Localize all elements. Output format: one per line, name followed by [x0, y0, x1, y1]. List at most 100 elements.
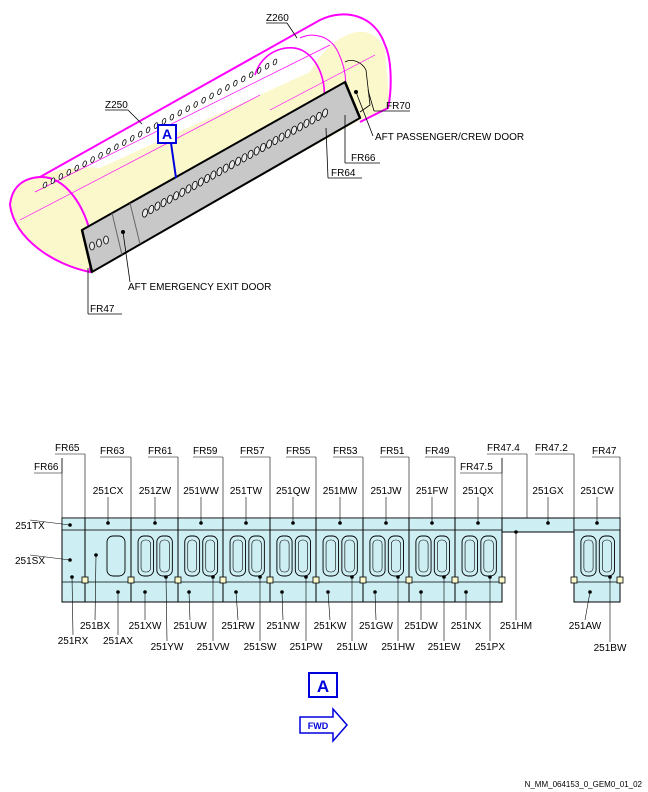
frame-label: FR49: [425, 446, 450, 457]
fuselage-window: [98, 152, 103, 159]
fuselage-window: [66, 169, 72, 176]
panel-label: 251BX: [80, 621, 110, 632]
fwd-arrow-label: FWD: [308, 721, 329, 731]
window-cutout: [202, 535, 219, 577]
door-strip-window: [210, 170, 217, 180]
window-cutout: [137, 535, 155, 577]
door-strip-window: [303, 118, 310, 128]
panel-label: 251VW: [197, 642, 230, 653]
frame-label: FR51: [380, 446, 405, 457]
window-cutout: [341, 535, 358, 577]
panel-label: 251UW: [173, 621, 207, 632]
panel-layout-view: FR66 FR65 FR63 FR61 FR59 FR57 FR55 FR53 FR51 FR49…: [15, 443, 627, 743]
panel-label: 251NW: [266, 621, 300, 632]
panel-label: 251RW: [221, 621, 255, 632]
panel-label: 251ZW: [139, 486, 172, 497]
panel-label: 251PW: [290, 642, 323, 653]
fuselage-end-right: [359, 44, 392, 123]
panel-label: 251AW: [569, 621, 602, 632]
fuselage-window: [209, 92, 214, 100]
fuselage-window: [50, 177, 56, 185]
door-strip-window: [179, 187, 186, 197]
frame-label: FR66: [34, 462, 59, 473]
panel-label: 251GX: [532, 486, 563, 497]
frame-label: FR61: [148, 446, 173, 457]
aft-passenger-door: [344, 60, 371, 113]
panel-label: 251GW: [359, 621, 393, 632]
panel-label: 251TX: [15, 521, 45, 532]
exit-door-window: [89, 241, 95, 251]
label-aft-passenger-crew-door: AFT PASSENGER/CREW DOOR: [375, 132, 524, 143]
panel-label: 251EW: [428, 642, 461, 653]
panel-label: 251LW: [337, 642, 369, 653]
panel-label: 251CW: [580, 486, 614, 497]
fuselage-window: [272, 58, 278, 66]
fuselage-window: [264, 62, 270, 70]
fuselage-window: [201, 96, 206, 104]
label-fr47: FR47: [90, 304, 115, 315]
fuselage-window: [241, 75, 246, 83]
panel-connector: [501, 517, 575, 533]
frame-label: FR47.2: [535, 443, 568, 454]
panel-label: 251HM: [500, 621, 532, 632]
panel-label: 251HW: [381, 642, 415, 653]
window-cutout: [276, 535, 293, 577]
door-strip-window: [315, 111, 322, 121]
fuselage-window: [225, 84, 230, 91]
panel-label: 251MW: [323, 486, 358, 497]
door-strip-window: [235, 156, 242, 166]
window-cutout: [294, 535, 311, 577]
panel-top-strip: [61, 517, 503, 531]
label-fr70: FR70: [386, 101, 411, 112]
window-cutout: [184, 535, 201, 577]
fuselage-window: [122, 139, 127, 146]
panel-labels: 251CX 251ZW 251WW 251TW 251QW 251MW 251JW 251FW…: [15, 486, 627, 654]
panel-label: 251CX: [93, 486, 124, 497]
panel-window-cutouts: [106, 535, 615, 577]
frame-fitting: [127, 576, 135, 584]
window-cutout: [369, 535, 386, 577]
view-a-marker-label-bottom: A: [317, 677, 329, 696]
upper-window-row: [42, 58, 278, 189]
door-strip-window: [266, 139, 273, 149]
window-cutout: [598, 535, 615, 577]
fuselage-window: [177, 109, 183, 117]
door-strip-window: [284, 129, 291, 139]
exit-door-window: [103, 235, 109, 245]
door-strip-window: [216, 167, 223, 177]
window-cutout: [229, 535, 247, 577]
panel-label: 251DW: [404, 621, 438, 632]
panel-label: 251FW: [416, 486, 449, 497]
panel-label: 251BW: [594, 643, 627, 654]
window-cutout: [580, 535, 597, 577]
panel-label: 251YW: [151, 642, 184, 653]
frame-fitting: [266, 576, 274, 584]
window-cutout: [322, 535, 340, 577]
fuselage-window: [169, 113, 175, 121]
door-strip-window: [166, 194, 173, 204]
door-strip-window: [247, 149, 254, 159]
fuselage-window: [161, 118, 167, 125]
frame-fitting: [81, 576, 89, 584]
fuselage-window: [130, 135, 135, 142]
fuselage-window: [256, 67, 262, 74]
panel-label: 251TW: [230, 486, 263, 497]
view-a-marker-box: [157, 124, 177, 144]
door-strip-window: [154, 201, 161, 211]
door-strip-window: [309, 115, 316, 125]
panel-label: 251JW: [370, 486, 402, 497]
panel-label: 251SX: [15, 556, 45, 567]
frame-label: FR59: [193, 446, 218, 457]
window-cutout: [461, 535, 479, 577]
panel-label: 251KW: [314, 621, 347, 632]
fuselage-window: [137, 130, 143, 138]
frame-fitting: [219, 576, 227, 584]
view-a-marker-box-bottom: [308, 672, 338, 698]
door-strip-window: [173, 191, 179, 201]
frame-label: FR65: [55, 443, 80, 454]
label-fr66: FR66: [351, 153, 376, 164]
fuselage-window: [185, 105, 190, 112]
window-cutout: [480, 535, 497, 577]
door-strip-window: [272, 136, 279, 146]
